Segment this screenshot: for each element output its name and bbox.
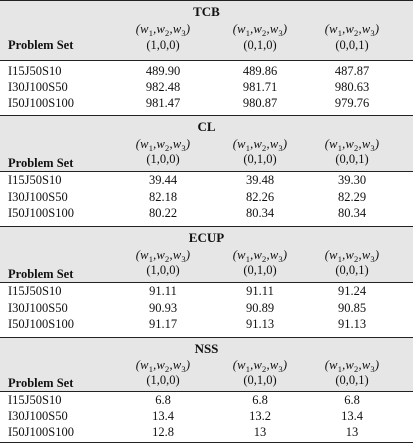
weight-value: (0,1,0) <box>243 38 277 52</box>
weight-header: (w1,w2,w3) <box>135 248 191 264</box>
weight-value: (0,0,1) <box>335 263 369 277</box>
problem-set-label: Problem Set <box>8 156 74 170</box>
weight-header: (w1,w2,w3) <box>135 358 191 374</box>
table-cell: 982.48 <box>145 80 181 94</box>
table-cell: 82.18 <box>148 190 178 204</box>
weight-header: (w1,w2,w3) <box>324 22 380 38</box>
table-cell: 82.26 <box>245 190 275 204</box>
weight-value: (0,0,1) <box>335 373 369 387</box>
table-cell: 91.24 <box>337 284 367 298</box>
section-header <box>0 115 413 171</box>
header-rule <box>0 282 413 283</box>
weight-header: (w1,w2,w3) <box>324 137 380 153</box>
section-tcb: TCB (w1,w2,w3) (w1,w2,w3) (w1,w2,w3) (1,… <box>0 0 413 112</box>
table-cell: 489.90 <box>145 64 181 78</box>
section-ecup: ECUP (w1,w2,w3) (w1,w2,w3) (w1,w2,w3) (1… <box>0 226 413 333</box>
section-rule <box>0 337 413 338</box>
table-cell: 91.11 <box>246 284 274 298</box>
table-cell: 80.22 <box>148 206 178 220</box>
section-nss: NSS (w1,w2,w3) (w1,w2,w3) (w1,w2,w3) (1,… <box>0 337 413 444</box>
weight-value: (0,0,1) <box>335 38 369 52</box>
weight-header: (w1,w2,w3) <box>232 22 288 38</box>
section-title: ECUP <box>188 230 225 245</box>
table-cell: 6.8 <box>252 393 268 407</box>
table-row-label: I15J50S10 <box>8 64 62 78</box>
table-row-label: I15J50S10 <box>8 173 62 187</box>
table-cell: 39.48 <box>245 173 275 187</box>
table-cell: 80.34 <box>245 206 275 220</box>
weight-header: (w1,w2,w3) <box>324 248 380 264</box>
section-header <box>0 0 413 60</box>
table-cell: 980.63 <box>334 80 370 94</box>
table-row-label: I15J50S10 <box>8 393 62 407</box>
table-cell: 12.8 <box>152 425 174 439</box>
header-rule <box>0 391 413 392</box>
table-row-label: I30J100S50 <box>8 190 68 204</box>
table-cell: 90.89 <box>245 301 275 315</box>
weight-value: (1,0,0) <box>146 373 180 387</box>
bottom-rule <box>0 442 413 443</box>
table-cell: 91.17 <box>148 317 178 331</box>
table-cell: 80.34 <box>337 206 367 220</box>
section-header <box>0 337 413 391</box>
weight-value: (1,0,0) <box>146 152 180 166</box>
section-rule <box>0 115 413 116</box>
weight-header: (w1,w2,w3) <box>232 248 288 264</box>
table-row-label: I30J100S50 <box>8 301 68 315</box>
section-title: NSS <box>194 341 219 356</box>
section-header <box>0 226 413 282</box>
problem-set-label: Problem Set <box>8 267 74 281</box>
table-cell: 91.11 <box>149 284 177 298</box>
table-cell: 90.85 <box>337 301 367 315</box>
section-title: TCB <box>193 4 220 19</box>
table-cell: 39.44 <box>148 173 178 187</box>
table-cell: 82.29 <box>337 190 367 204</box>
table-cell: 981.47 <box>145 96 181 110</box>
weight-header: (w1,w2,w3) <box>135 137 191 153</box>
header-rule <box>0 171 413 172</box>
weight-header: (w1,w2,w3) <box>135 22 191 38</box>
weight-value: (1,0,0) <box>146 38 180 52</box>
weight-value: (0,1,0) <box>243 373 277 387</box>
table-cell: 981.71 <box>242 80 278 94</box>
table-row-label: I50J100S100 <box>8 206 74 220</box>
weight-header: (w1,w2,w3) <box>232 358 288 374</box>
top-rule <box>0 0 413 1</box>
problem-set-label: Problem Set <box>8 38 74 52</box>
weight-value: (1,0,0) <box>146 263 180 277</box>
weight-header: (w1,w2,w3) <box>324 358 380 374</box>
problem-set-label: Problem Set <box>8 376 74 390</box>
table-cell: 979.76 <box>334 96 370 110</box>
table-cell: 980.87 <box>242 96 278 110</box>
section-rule <box>0 226 413 227</box>
weight-value: (0,1,0) <box>243 152 277 166</box>
table-cell: 91.13 <box>245 317 275 331</box>
table-row-label: I50J100S100 <box>8 425 74 439</box>
table-cell: 13.4 <box>341 409 363 423</box>
table-cell: 6.8 <box>344 393 360 407</box>
table-cell: 487.87 <box>334 64 370 78</box>
table-row-label: I50J100S100 <box>8 317 74 331</box>
table-cell: 13.4 <box>152 409 174 423</box>
weight-header: (w1,w2,w3) <box>232 137 288 153</box>
header-rule <box>0 60 413 61</box>
table-cell: 489.86 <box>242 64 278 78</box>
table-cell: 13.2 <box>249 409 271 423</box>
weight-value: (0,1,0) <box>243 263 277 277</box>
weight-value: (0,0,1) <box>335 152 369 166</box>
section-title: CL <box>197 119 216 134</box>
table-row-label: I30J100S50 <box>8 80 68 94</box>
table-cell: 91.13 <box>337 317 367 331</box>
table-row-label: I15J50S10 <box>8 284 62 298</box>
table-cell: 90.93 <box>148 301 178 315</box>
section-cl: CL (w1,w2,w3) (w1,w2,w3) (w1,w2,w3) (1,0… <box>0 115 413 222</box>
table-cell: 6.8 <box>155 393 171 407</box>
table-cell: 13 <box>253 425 267 439</box>
table-row-label: I50J100S100 <box>8 96 74 110</box>
table-cell: 39.30 <box>337 173 367 187</box>
table-cell: 13 <box>345 425 359 439</box>
table-row-label: I30J100S50 <box>8 409 68 423</box>
